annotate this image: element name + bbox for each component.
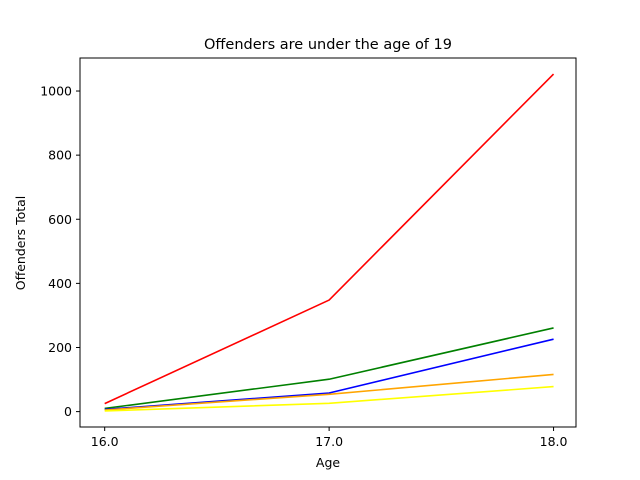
series-line-1 — [104, 73, 555, 405]
y-tick-label: 800 — [48, 148, 72, 163]
y-tick-label: 1000 — [40, 84, 72, 99]
series-line-3 — [104, 338, 554, 411]
y-axis-label: Offenders Total — [13, 196, 28, 291]
y-axis: 0 200 400 600 800 1000 — [40, 84, 80, 419]
y-tick-label: 400 — [48, 276, 72, 291]
x-axis: 16.0 17.0 18.0 — [91, 427, 568, 449]
x-tick-label: 16.0 — [91, 434, 119, 449]
series-line-5 — [104, 385, 554, 412]
y-tick-label: 200 — [48, 340, 72, 355]
x-axis-label: Age — [316, 455, 340, 470]
x-tick-label: 18.0 — [540, 434, 568, 449]
x-tick-label: 17.0 — [315, 434, 343, 449]
series-line-2 — [104, 327, 554, 410]
y-tick-label: 600 — [48, 212, 72, 227]
series-layer — [104, 73, 555, 412]
chart-title: Offenders are under the age of 19 — [204, 37, 452, 53]
y-tick-label: 0 — [64, 404, 72, 419]
plot-frame — [79, 57, 577, 428]
series-line-4 — [104, 373, 554, 411]
